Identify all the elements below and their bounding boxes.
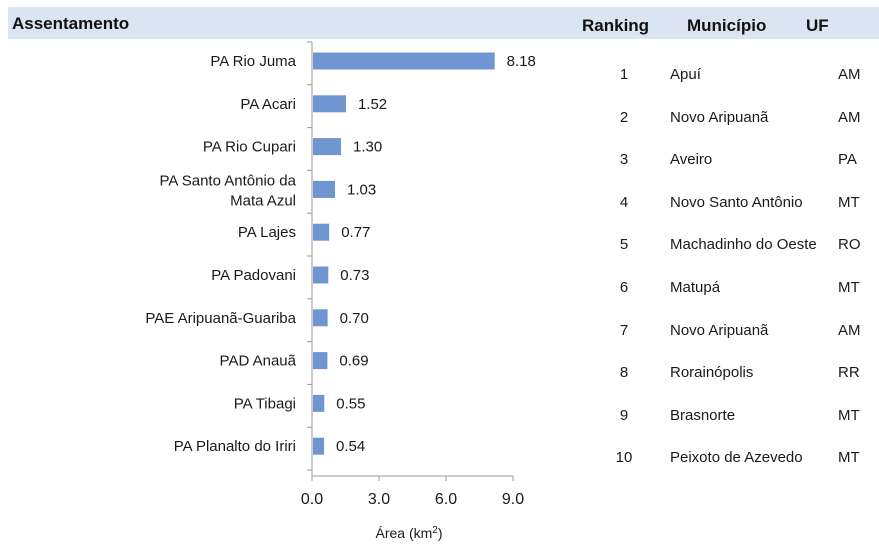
municipio-cell: Novo Aripuanã: [670, 108, 769, 126]
header-bar: [8, 7, 879, 39]
x-tick-label: 6.0: [435, 491, 457, 508]
uf-cell: MT: [838, 406, 860, 424]
rank-cell: 10: [615, 449, 633, 467]
x-axis-title: Área (km2): [375, 525, 442, 542]
x-tick-label: 0.0: [301, 491, 323, 508]
municipio-cell: Rorainópolis: [670, 364, 754, 382]
bar: [313, 95, 346, 113]
rank-cell: 2: [619, 108, 629, 126]
municipio-cell: Machadinho do Oeste: [670, 236, 817, 254]
value-label: 0.77: [341, 224, 370, 241]
rank-cell: 6: [619, 279, 629, 296]
bar: [313, 437, 325, 455]
value-label: 0.73: [340, 267, 369, 284]
uf-cell: AM: [838, 66, 861, 83]
rank-cell: 7: [619, 321, 629, 339]
municipio-cell: Apuí: [670, 66, 701, 83]
bar: [313, 138, 342, 156]
category-label: PA Rio Juma: [210, 53, 296, 70]
rank-cell: 4: [619, 193, 629, 211]
category-label: PA Lajes: [238, 224, 296, 241]
municipio-cell: Matupá: [670, 279, 721, 296]
x-tick-label: 3.0: [368, 491, 390, 508]
bar: [313, 223, 330, 241]
value-label: 1.30: [353, 139, 382, 156]
uf-cell: MT: [838, 449, 860, 467]
rank-cell: 1: [619, 66, 629, 83]
bar: [313, 352, 328, 370]
category-label: PAE Aripuanã-Guariba: [145, 310, 296, 327]
value-label: 8.18: [507, 53, 536, 70]
uf-cell: AM: [838, 321, 861, 339]
uf-cell: PA: [838, 151, 857, 169]
bar: [313, 266, 329, 284]
bar-chart: 0.0 3.0 6.0 9.0 PA Rio Juma 8.18 PA Acari 1.52 P…: [145, 41, 536, 542]
uf-cell: MT: [838, 279, 860, 296]
rank-cell: 5: [619, 236, 629, 254]
municipio-cell: Brasnorte: [670, 406, 736, 424]
value-label: 0.55: [336, 395, 365, 412]
value-label: 0.54: [336, 438, 365, 455]
municipio-cell: Peixoto de Azevedo: [670, 449, 803, 467]
municipio-cell: Aveiro: [670, 151, 713, 169]
category-label: PA Santo Antônio da Mata Azul: [159, 172, 296, 209]
uf-cell: RR: [838, 364, 860, 382]
category-label: PA Tibagi: [234, 395, 296, 412]
bar: [313, 394, 325, 412]
category-label: PA Planalto do Iriri: [174, 438, 296, 455]
rank-cell: 8: [619, 364, 629, 382]
category-label: PAD Anauã: [220, 353, 297, 370]
rank-cell: 9: [619, 406, 629, 424]
uf-cell: AM: [838, 108, 861, 126]
bar: [313, 180, 336, 198]
header-uf: UF: [806, 16, 829, 35]
header-ranking: Ranking: [582, 16, 650, 35]
municipio-cell: Novo Aripuanã: [670, 321, 769, 339]
bar: [313, 309, 328, 327]
value-label: 0.69: [339, 353, 368, 370]
rank-cell: 3: [619, 151, 629, 169]
value-label: 1.03: [347, 181, 376, 198]
category-label: PA Rio Cupari: [203, 139, 296, 156]
category-label: PA Acari: [240, 96, 296, 113]
value-label: 0.70: [340, 310, 369, 327]
value-label: 1.52: [358, 96, 387, 113]
municipio-cell: Novo Santo Antônio: [670, 193, 803, 211]
uf-cell: MT: [838, 193, 860, 211]
category-label: PA Padovani: [211, 267, 296, 284]
bar: [313, 52, 495, 70]
header-municipio: Município: [687, 16, 767, 35]
header-assentamento: Assentamento: [12, 14, 130, 33]
x-tick-label: 9.0: [502, 491, 524, 508]
uf-cell: RO: [838, 236, 861, 254]
